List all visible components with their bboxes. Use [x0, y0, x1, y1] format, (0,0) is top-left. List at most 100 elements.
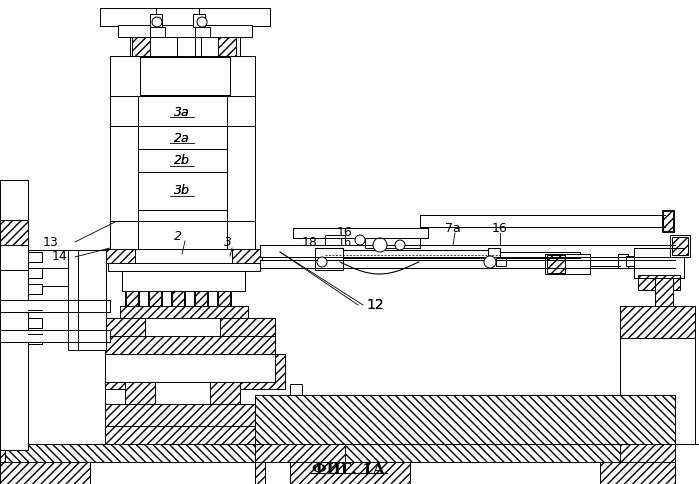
- Bar: [28, 334, 42, 344]
- Bar: [28, 318, 42, 328]
- Bar: [110, 96, 138, 126]
- Bar: [150, 27, 165, 37]
- Bar: [0, 250, 105, 444]
- Bar: [93, 404, 271, 426]
- Bar: [255, 462, 265, 484]
- Bar: [120, 306, 248, 318]
- Bar: [28, 268, 68, 286]
- Bar: [0, 220, 28, 245]
- Bar: [343, 250, 488, 258]
- Bar: [90, 336, 275, 354]
- Bar: [110, 96, 255, 126]
- Bar: [620, 306, 695, 338]
- Bar: [218, 291, 230, 306]
- Bar: [0, 250, 105, 444]
- Bar: [620, 444, 675, 462]
- Bar: [655, 278, 673, 306]
- Text: 1b: 1b: [338, 238, 352, 248]
- Bar: [149, 291, 161, 306]
- Bar: [0, 250, 28, 444]
- Bar: [675, 444, 699, 484]
- Text: 3a: 3a: [174, 106, 190, 119]
- Bar: [126, 291, 138, 306]
- Text: 3: 3: [224, 237, 232, 249]
- Bar: [68, 250, 78, 350]
- Bar: [600, 462, 699, 484]
- Bar: [672, 237, 688, 255]
- Bar: [547, 255, 565, 273]
- Bar: [193, 14, 205, 27]
- Bar: [315, 248, 343, 270]
- Bar: [110, 56, 140, 96]
- Bar: [255, 444, 345, 462]
- Bar: [260, 245, 675, 257]
- Circle shape: [373, 238, 387, 252]
- Bar: [218, 37, 236, 57]
- Bar: [28, 268, 42, 278]
- Bar: [201, 37, 218, 57]
- Text: 12: 12: [366, 298, 384, 312]
- Bar: [638, 275, 680, 290]
- Bar: [0, 220, 28, 270]
- Bar: [420, 215, 665, 227]
- Bar: [105, 249, 262, 263]
- Bar: [0, 180, 28, 450]
- Text: 2: 2: [174, 229, 182, 242]
- Bar: [105, 249, 135, 263]
- Bar: [655, 278, 673, 306]
- Bar: [670, 235, 690, 257]
- Bar: [195, 37, 240, 57]
- Bar: [150, 14, 162, 27]
- Text: 2b: 2b: [174, 154, 190, 167]
- Bar: [565, 254, 590, 274]
- Bar: [0, 180, 28, 450]
- Circle shape: [317, 257, 327, 267]
- Bar: [28, 284, 42, 294]
- Bar: [138, 126, 227, 149]
- Bar: [100, 426, 265, 444]
- Text: 3b: 3b: [174, 184, 190, 197]
- Bar: [662, 210, 674, 232]
- Bar: [120, 306, 248, 318]
- Text: 2a: 2a: [174, 132, 190, 145]
- Bar: [93, 404, 271, 426]
- Bar: [255, 395, 675, 444]
- Text: 16: 16: [337, 227, 353, 240]
- Bar: [0, 462, 90, 484]
- Text: 3b: 3b: [174, 184, 190, 197]
- Bar: [155, 382, 210, 404]
- Bar: [150, 37, 177, 57]
- Text: 12: 12: [366, 298, 384, 312]
- Bar: [28, 300, 42, 310]
- Text: 14: 14: [52, 251, 68, 263]
- Bar: [225, 56, 255, 96]
- Bar: [132, 37, 150, 57]
- Bar: [28, 252, 42, 262]
- Bar: [663, 211, 673, 231]
- Bar: [0, 444, 699, 484]
- Bar: [634, 248, 684, 278]
- Bar: [108, 263, 260, 271]
- Bar: [5, 444, 694, 479]
- Bar: [5, 444, 694, 479]
- Circle shape: [395, 240, 405, 250]
- Bar: [80, 354, 285, 389]
- Bar: [0, 245, 28, 270]
- Bar: [488, 248, 500, 260]
- Bar: [675, 444, 699, 484]
- Bar: [290, 462, 410, 484]
- Text: 16: 16: [492, 222, 508, 235]
- Text: 3a: 3a: [174, 106, 190, 119]
- Bar: [125, 291, 139, 306]
- Bar: [100, 426, 265, 444]
- Bar: [172, 291, 184, 306]
- Circle shape: [484, 256, 496, 268]
- Bar: [28, 286, 68, 304]
- Bar: [195, 27, 210, 37]
- Bar: [118, 25, 252, 37]
- Bar: [260, 260, 675, 268]
- Bar: [195, 291, 207, 306]
- Bar: [227, 126, 255, 221]
- Bar: [138, 96, 227, 126]
- Bar: [194, 291, 208, 306]
